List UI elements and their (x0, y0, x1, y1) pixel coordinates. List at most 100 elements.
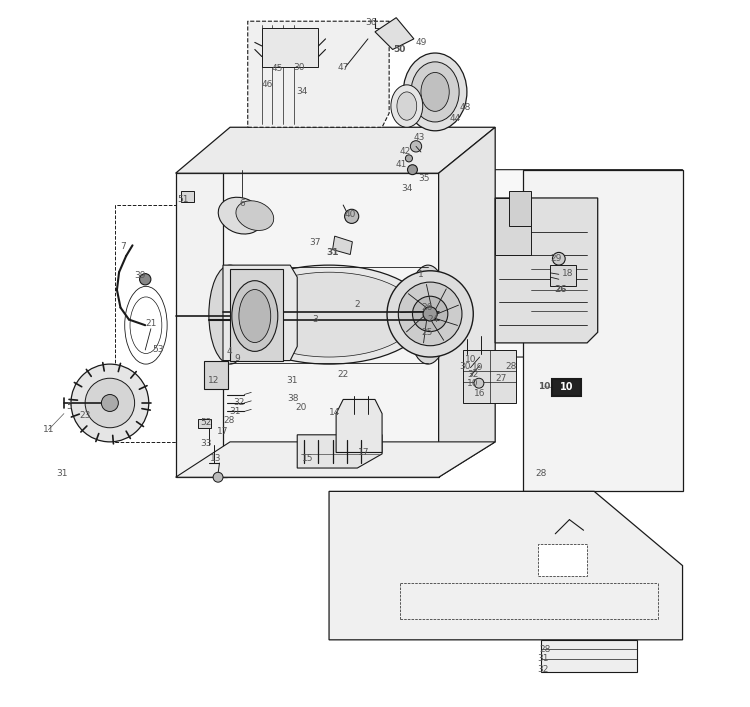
Polygon shape (223, 265, 297, 361)
Text: 31: 31 (326, 248, 339, 257)
Circle shape (406, 155, 412, 162)
Text: 53: 53 (152, 346, 164, 354)
Ellipse shape (236, 201, 274, 230)
Text: 48: 48 (460, 103, 471, 112)
Text: 31: 31 (57, 469, 68, 478)
Text: 35: 35 (418, 174, 430, 182)
Polygon shape (439, 127, 495, 477)
Text: 30: 30 (460, 362, 471, 370)
Text: 16: 16 (474, 390, 485, 398)
Text: 49: 49 (416, 38, 427, 47)
Polygon shape (464, 350, 517, 403)
Ellipse shape (421, 72, 449, 111)
Text: 34: 34 (401, 185, 412, 193)
Text: 22: 22 (338, 370, 349, 378)
Text: 15: 15 (302, 454, 313, 462)
Polygon shape (204, 361, 228, 389)
Text: eReplacementParts.com: eReplacementParts.com (272, 349, 478, 365)
Polygon shape (538, 544, 587, 576)
Text: 32: 32 (537, 665, 548, 674)
Ellipse shape (218, 197, 263, 234)
Text: 26: 26 (421, 303, 432, 312)
Bar (552, 379, 581, 396)
Text: 20: 20 (296, 404, 307, 412)
Polygon shape (176, 173, 226, 477)
Text: 41: 41 (395, 160, 406, 168)
Text: 28: 28 (505, 362, 517, 370)
Ellipse shape (239, 289, 271, 342)
Ellipse shape (397, 92, 417, 120)
Ellipse shape (209, 265, 251, 364)
Text: 38: 38 (287, 395, 298, 403)
Polygon shape (230, 269, 283, 361)
Text: 31: 31 (537, 655, 548, 663)
Circle shape (474, 378, 484, 388)
Text: 9: 9 (234, 354, 240, 363)
Text: 23: 23 (80, 411, 91, 420)
Text: 18: 18 (562, 269, 574, 278)
Polygon shape (332, 236, 352, 255)
Text: 51: 51 (177, 195, 188, 204)
Polygon shape (524, 170, 682, 491)
Polygon shape (509, 191, 530, 226)
Ellipse shape (398, 282, 462, 346)
Text: 11: 11 (43, 426, 54, 434)
Ellipse shape (241, 272, 418, 357)
Polygon shape (375, 18, 414, 49)
Text: 21: 21 (146, 320, 157, 328)
Text: 47: 47 (338, 63, 349, 71)
Polygon shape (297, 435, 382, 468)
Polygon shape (182, 191, 194, 202)
Circle shape (71, 364, 148, 442)
Polygon shape (550, 265, 577, 286)
Ellipse shape (387, 271, 473, 357)
Polygon shape (223, 170, 682, 357)
Text: 19: 19 (472, 363, 483, 372)
Text: 10: 10 (560, 382, 573, 392)
Polygon shape (248, 21, 389, 127)
Ellipse shape (230, 265, 428, 364)
Text: 17: 17 (358, 448, 370, 457)
Text: 6: 6 (239, 199, 245, 208)
Polygon shape (329, 491, 682, 640)
Circle shape (553, 252, 566, 265)
Ellipse shape (406, 265, 449, 364)
Text: 1: 1 (418, 270, 424, 279)
Text: 12: 12 (208, 376, 220, 385)
Text: 5: 5 (67, 402, 73, 411)
Text: 39: 39 (134, 271, 146, 280)
Circle shape (101, 395, 118, 411)
Polygon shape (198, 419, 211, 428)
Ellipse shape (391, 85, 423, 127)
Polygon shape (176, 442, 495, 477)
Text: 32: 32 (467, 370, 479, 379)
Text: 50: 50 (393, 45, 405, 54)
Text: 7: 7 (120, 243, 125, 251)
Text: 45: 45 (272, 64, 283, 73)
Polygon shape (495, 198, 530, 255)
Text: 25: 25 (421, 328, 432, 337)
Ellipse shape (413, 296, 448, 332)
Text: 30: 30 (293, 63, 305, 71)
Circle shape (410, 141, 422, 152)
Polygon shape (495, 198, 598, 343)
Text: 24: 24 (427, 315, 439, 324)
Text: 43: 43 (413, 133, 424, 141)
Text: 27: 27 (495, 375, 506, 383)
Circle shape (407, 165, 418, 175)
Text: 46: 46 (261, 81, 272, 89)
Text: 13: 13 (209, 454, 221, 462)
Circle shape (344, 209, 358, 223)
Polygon shape (176, 127, 495, 173)
Text: 10: 10 (466, 380, 478, 388)
Text: 33: 33 (200, 439, 211, 448)
Text: 28: 28 (224, 416, 235, 425)
Text: 37: 37 (309, 238, 321, 247)
Ellipse shape (411, 62, 459, 122)
Polygon shape (542, 640, 637, 672)
Text: 29: 29 (550, 255, 562, 263)
Ellipse shape (404, 53, 467, 131)
Text: 28: 28 (536, 469, 547, 478)
Text: 14: 14 (329, 409, 340, 417)
Circle shape (213, 472, 223, 482)
